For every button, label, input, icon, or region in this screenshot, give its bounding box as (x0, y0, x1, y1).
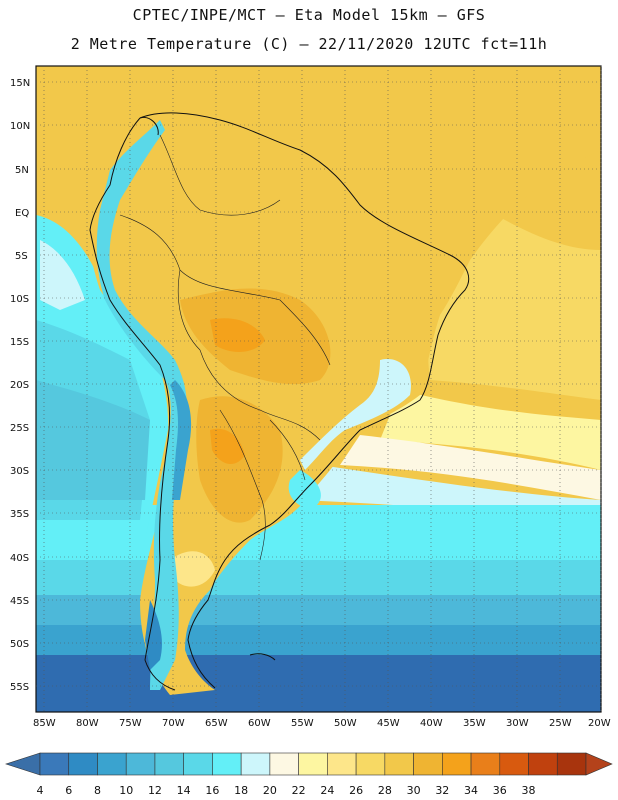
lat-label: EQ (15, 208, 29, 219)
map-field (36, 66, 601, 712)
colorbar-swatch (269, 752, 299, 776)
colorbar-swatches (5, 752, 613, 776)
colorbar-tick-label: 24 (320, 784, 334, 797)
colorbar-swatch (240, 752, 271, 776)
colorbar-swatch (499, 752, 529, 776)
colorbar-swatch (154, 752, 184, 776)
colorbar-swatch (298, 752, 328, 776)
lon-label: 75W (119, 718, 142, 729)
colorbar-swatch (384, 752, 414, 776)
lat-label: 5N (15, 165, 29, 176)
colorbar-tick-label: 14 (177, 784, 191, 797)
colorbar-swatch (556, 752, 587, 776)
colorbar-tick-label: 34 (464, 784, 478, 797)
colorbar-labels: 4 6 8 10 12 14 16 18 20 22 24 26 28 30 32 34 36 38 (37, 784, 536, 797)
colorbar-tick-label: 16 (205, 784, 219, 797)
colorbar: 4 6 8 10 12 14 16 18 20 22 24 26 28 30 32 34 36 38 (5, 752, 613, 797)
longitude-labels: 85W 80W 75W 70W 65W 60W 55W 50W 45W 40W … (33, 718, 611, 729)
lon-label: 70W (162, 718, 185, 729)
colorbar-swatch (442, 752, 472, 776)
colorbar-tick-label: 4 (37, 784, 44, 797)
colorbar-swatch (528, 752, 558, 776)
colorbar-tick-label: 36 (493, 784, 507, 797)
map-title-model: CPTEC/INPE/MCT – Eta Model 15km – GFS (132, 6, 486, 24)
lat-label: 10S (10, 294, 29, 305)
lat-label: 45S (10, 596, 29, 607)
lat-label: 50S (10, 639, 29, 650)
lon-label: 20W (588, 718, 611, 729)
colorbar-swatch (212, 752, 242, 776)
colorbar-tick-label: 26 (349, 784, 363, 797)
lon-label: 65W (205, 718, 228, 729)
lon-label: 55W (291, 718, 314, 729)
lon-label: 85W (33, 718, 56, 729)
lon-label: 25W (549, 718, 572, 729)
lat-label: 15N (10, 78, 30, 89)
colorbar-tick-label: 10 (119, 784, 133, 797)
lat-label: 55S (10, 682, 29, 693)
temperature-map: 15N 10N 5N EQ 5S 10S 15S 20S 25S 30S 35S… (10, 65, 611, 729)
colorbar-tick-label: 8 (94, 784, 101, 797)
coastlines (89, 112, 470, 691)
colorbar-tick-label: 20 (263, 784, 277, 797)
lon-label: 60W (248, 718, 271, 729)
latitude-labels: 15N 10N 5N EQ 5S 10S 15S 20S 25S 30S 35S… (10, 78, 30, 693)
lat-label: 15S (10, 337, 29, 348)
lat-label: 10N (10, 121, 30, 132)
map-title-variable: 2 Metre Temperature (C) – 22/11/2020 12U… (70, 35, 548, 53)
colorbar-tick-label: 18 (234, 784, 248, 797)
colorbar-swatch (39, 752, 70, 776)
lon-label: 80W (76, 718, 99, 729)
colorbar-tick-label: 12 (148, 784, 162, 797)
lon-label: 45W (377, 718, 400, 729)
colorbar-swatch (413, 752, 443, 776)
colorbar-swatch (327, 752, 357, 776)
colorbar-tick-label: 6 (65, 784, 72, 797)
map-frame (35, 65, 602, 713)
colorbar-tick-label: 28 (378, 784, 392, 797)
colorbar-tick-label: 32 (435, 784, 449, 797)
colorbar-swatch (97, 752, 127, 776)
lat-label: 30S (10, 466, 29, 477)
lat-label: 5S (15, 251, 28, 262)
colorbar-tick-label: 22 (292, 784, 306, 797)
colorbar-swatch (183, 752, 213, 776)
lon-label: 30W (506, 718, 529, 729)
colorbar-swatch (125, 752, 156, 776)
colorbar-swatch (470, 752, 501, 776)
colorbar-left-arrow (5, 752, 41, 776)
colorbar-tick-label: 30 (407, 784, 421, 797)
country-borders (119, 134, 331, 561)
lat-label: 20S (10, 380, 29, 391)
lon-label: 35W (463, 718, 486, 729)
colorbar-swatch (68, 752, 98, 776)
lat-label: 35S (10, 509, 29, 520)
lon-label: 40W (420, 718, 443, 729)
lat-label: 40S (10, 553, 29, 564)
lon-label: 50W (334, 718, 357, 729)
colorbar-swatch (355, 752, 386, 776)
lat-label: 25S (10, 423, 29, 434)
colorbar-right-arrow (585, 752, 613, 776)
colorbar-tick-label: 38 (522, 784, 536, 797)
